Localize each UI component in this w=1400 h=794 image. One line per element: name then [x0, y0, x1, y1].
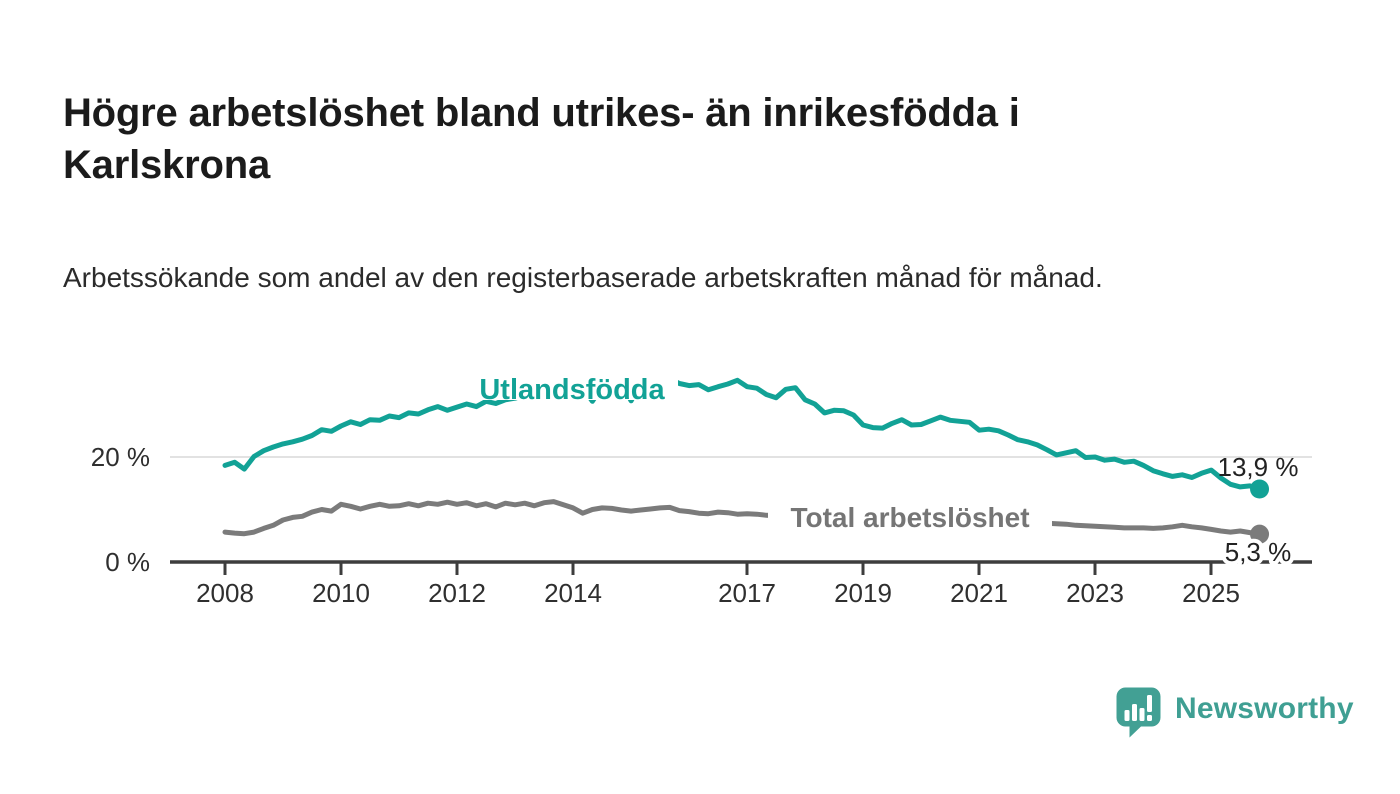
end-dot-utlandsfodda	[1250, 479, 1270, 499]
x-tick-label: 2014	[544, 578, 602, 608]
x-tick-label: 2025	[1182, 578, 1240, 608]
y-tick-label: 0 %	[105, 547, 150, 577]
x-tick-label: 2010	[312, 578, 370, 608]
label-mask-utlandsfodda	[466, 373, 678, 400]
x-tick-label: 2008	[196, 578, 254, 608]
series-line-utlandsfodda	[222, 376, 1262, 492]
label-mask-total	[768, 501, 1052, 531]
end-value-label-utlandsfodda: 13,9 %	[1218, 452, 1299, 482]
newsworthy-logo: Newsworthy	[1115, 686, 1354, 738]
x-tick-label: 2017	[718, 578, 776, 608]
series-label-total: Total arbetslöshet	[790, 502, 1029, 533]
page-subtitle: Arbetssökande som andel av den registerb…	[63, 262, 1103, 293]
newsworthy-brand-text: Newsworthy	[1175, 692, 1354, 725]
x-tick-label: 2019	[834, 578, 892, 608]
unemployment-line-chart: 2008 2010 2012 2014 2017 2019 2021 2023 2025 0 % 2…	[91, 373, 1312, 608]
end-value-label-total: 5,3 %	[1225, 537, 1292, 567]
x-tick-label: 2012	[428, 578, 486, 608]
series-label-utlandsfodda: Utlandsfödda	[479, 374, 665, 406]
page-title: Högre arbetslöshet bland utrikes- än inr…	[63, 90, 1020, 187]
y-tick-label: 20 %	[91, 442, 150, 472]
x-tick-label: 2023	[1066, 578, 1124, 608]
newsworthy-logo-icon	[1115, 686, 1162, 738]
series-line-total	[222, 499, 1262, 537]
x-tick-label: 2021	[950, 578, 1008, 608]
end-dot-total	[1250, 524, 1270, 544]
